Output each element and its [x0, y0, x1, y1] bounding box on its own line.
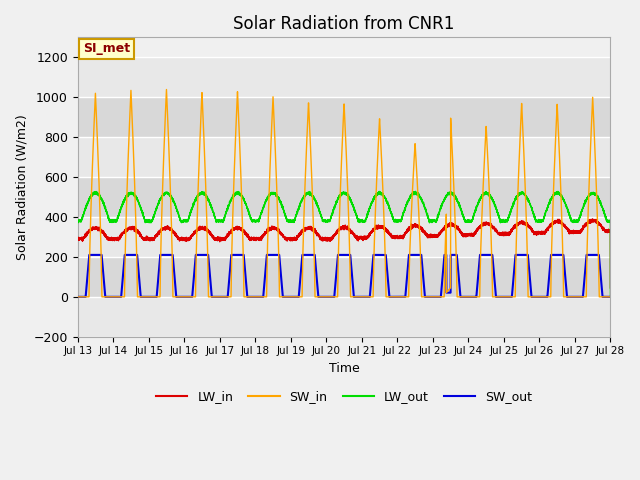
Bar — [77, 137, 611, 177]
Bar — [77, 217, 611, 257]
Text: SI_met: SI_met — [83, 42, 130, 55]
Bar — [77, 257, 611, 297]
Title: Solar Radiation from CNR1: Solar Radiation from CNR1 — [234, 15, 455, 33]
Bar — [77, 297, 611, 337]
Bar — [77, 57, 611, 97]
Bar — [77, 97, 611, 137]
Y-axis label: Solar Radiation (W/m2): Solar Radiation (W/m2) — [15, 114, 28, 260]
Legend: LW_in, SW_in, LW_out, SW_out: LW_in, SW_in, LW_out, SW_out — [151, 385, 537, 408]
X-axis label: Time: Time — [329, 362, 360, 375]
Bar — [77, 177, 611, 217]
